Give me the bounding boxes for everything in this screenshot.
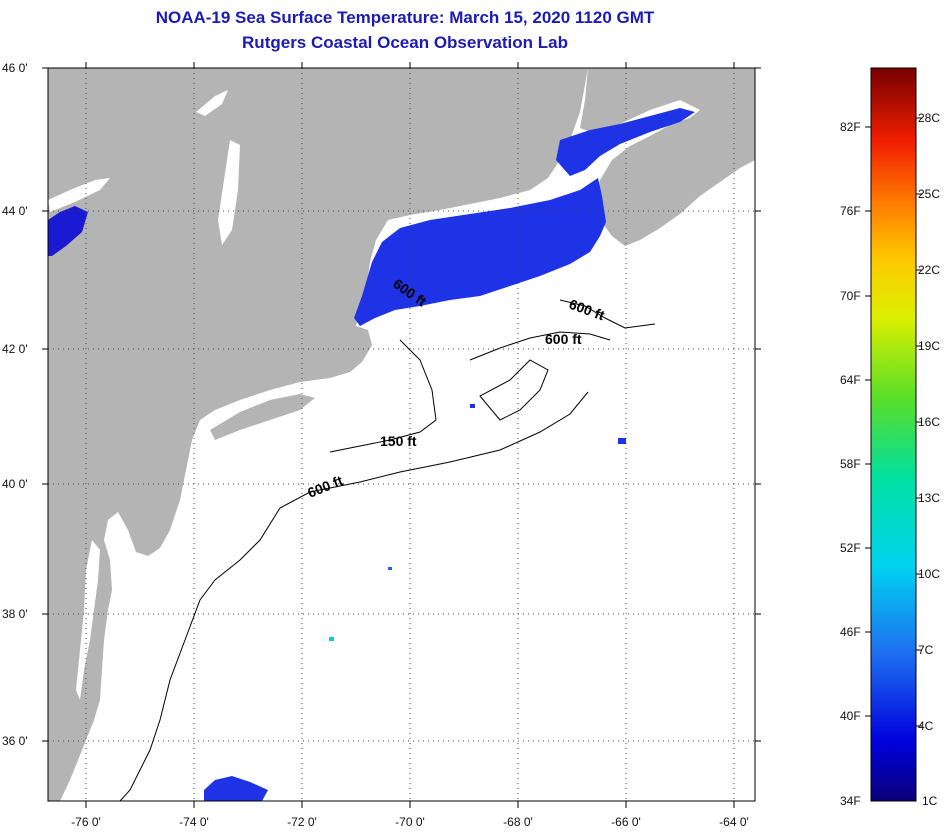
sst-data-point <box>618 438 626 444</box>
contour-600ft <box>469 331 611 361</box>
colorbar-c-label: 4C <box>918 719 934 733</box>
sst-data-bay-of-fundy <box>556 108 695 176</box>
colorbar-f-label: 52F <box>840 541 861 555</box>
lat-label: 38 0' <box>2 607 28 621</box>
graticule <box>48 68 755 801</box>
colorbar-f-label: 58F <box>840 457 861 471</box>
colorbar-ticks <box>865 117 922 727</box>
colorbar-c-label: 13C <box>918 491 940 505</box>
contour-label: 150 ft <box>380 433 417 449</box>
contour-600ft <box>559 299 656 329</box>
colorbar-f-label: 70F <box>840 289 861 303</box>
colorbar-f-label: 40F <box>840 709 861 723</box>
lake <box>48 178 110 212</box>
map-title: NOAA-19 Sea Surface Temperature: March 1… <box>155 8 655 27</box>
colorbar-c-label: 25C <box>918 187 940 201</box>
land-us-east-coast <box>48 68 588 801</box>
lake <box>218 140 240 245</box>
sst-data-point <box>470 404 475 408</box>
colorbar-c-label: 1C <box>922 794 938 808</box>
colorbar-f-label: 64F <box>840 373 861 387</box>
contour-label: 600 ft <box>545 331 582 347</box>
land-long-island <box>210 394 315 440</box>
colorbar-c-label: 28C <box>918 111 940 125</box>
colorbar-c-label: 7C <box>918 643 934 657</box>
colorbar-c-label: 22C <box>918 263 940 277</box>
lon-label: -68 0' <box>503 815 533 829</box>
colorbar-f-label: 46F <box>840 625 861 639</box>
sst-data-point <box>329 637 334 641</box>
contour-inner <box>479 359 549 421</box>
map-subtitle: Rutgers Coastal Ocean Observation Lab <box>242 33 568 52</box>
colorbar-c-label: 19C <box>918 339 940 353</box>
lon-label: -66 0' <box>611 815 641 829</box>
sst-data-lake-ontario <box>48 206 88 256</box>
map-frame <box>47 67 756 802</box>
lat-label: 40 0' <box>2 477 28 491</box>
lat-label: 42 0' <box>2 342 28 356</box>
colorbar-f-label: 76F <box>840 204 861 218</box>
colorbar-c-label: 10C <box>918 567 940 581</box>
colorbar-f-label: 82F <box>840 120 861 134</box>
lat-label: 44 0' <box>2 204 28 218</box>
colorbar-c-label: 16C <box>918 415 940 429</box>
contour-600ft <box>119 391 589 801</box>
sst-data-south-patch <box>204 776 268 801</box>
lon-label: -76 0' <box>71 815 101 829</box>
lon-label: -74 0' <box>179 815 209 829</box>
lon-label: -72 0' <box>287 815 317 829</box>
lon-label: -70 0' <box>395 815 425 829</box>
lake <box>196 90 228 116</box>
lon-label: -64 0' <box>719 815 749 829</box>
colorbar-f-label: 34F <box>840 794 861 808</box>
sst-data-gulf-of-maine <box>354 178 606 326</box>
chesapeake-bay <box>76 540 100 700</box>
contour-150ft <box>329 339 437 453</box>
land-nova-scotia <box>580 68 755 246</box>
temperature-colorbar <box>870 67 917 802</box>
axis-ticks <box>42 62 761 808</box>
lat-label: 46 0' <box>2 61 28 75</box>
lat-label: 36 0' <box>2 734 28 748</box>
sst-data-point <box>388 567 392 570</box>
